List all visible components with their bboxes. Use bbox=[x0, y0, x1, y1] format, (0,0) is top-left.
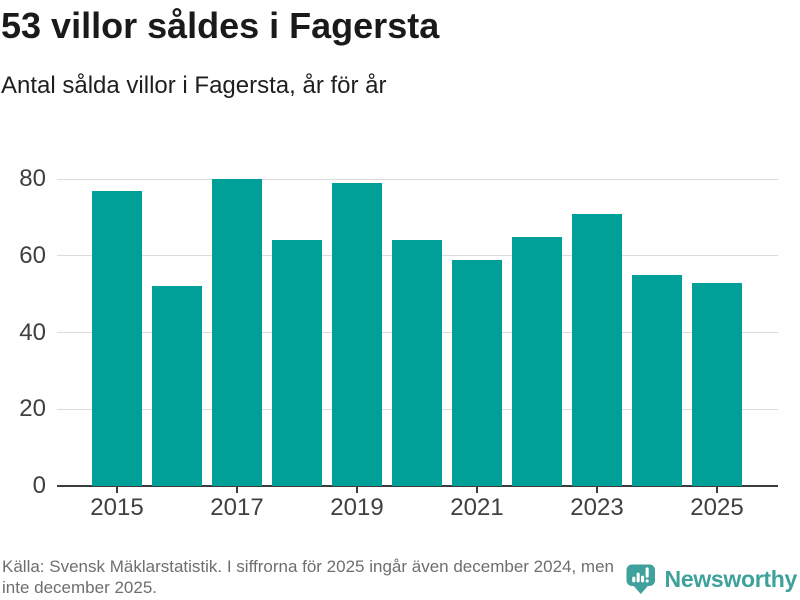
y-axis: 0 20 40 60 80 bbox=[0, 167, 46, 498]
y-tick-label-60: 60 bbox=[19, 241, 46, 269]
bar-2025 bbox=[692, 282, 742, 486]
x-tick-2025 bbox=[716, 487, 718, 493]
bar-2022 bbox=[512, 236, 562, 486]
bar-2023 bbox=[572, 213, 622, 486]
newsworthy-logo[interactable]: Newsworthy bbox=[626, 564, 797, 595]
y-tick-label-0: 0 bbox=[32, 472, 46, 499]
newsworthy-wordmark: Newsworthy bbox=[664, 566, 798, 592]
x-tick-2021 bbox=[476, 487, 478, 493]
bubble-shape bbox=[626, 564, 655, 594]
bar-2020 bbox=[392, 240, 442, 486]
bar-2018 bbox=[272, 240, 322, 486]
plot-area: 2015 2017 2019 2021 2023 2025 bbox=[57, 178, 778, 521]
x-tick-2019 bbox=[356, 487, 358, 493]
mini-bar-chart-glyph bbox=[631, 567, 649, 583]
bar-2016 bbox=[152, 286, 202, 486]
bar-2015 bbox=[92, 190, 142, 486]
y-tick-label-20: 20 bbox=[19, 395, 46, 423]
y-tick-label-80: 80 bbox=[19, 165, 46, 192]
gridline-80 bbox=[57, 178, 778, 180]
bar-2019 bbox=[332, 182, 382, 486]
chart-title: 53 villor såldes i Fagersta bbox=[1, 5, 440, 46]
bar-2017 bbox=[212, 179, 262, 486]
x-tick-2015 bbox=[116, 487, 118, 493]
x-tick-label-2015: 2015 bbox=[90, 494, 144, 521]
x-tick-label-2019: 2019 bbox=[330, 494, 384, 521]
x-tick-2017 bbox=[236, 487, 238, 493]
x-tick-2023 bbox=[596, 487, 598, 493]
chart-subtitle: Antal sålda villor i Fagersta, år för år bbox=[1, 72, 387, 99]
x-tick-label-2017: 2017 bbox=[210, 494, 264, 521]
x-tick-label-2023: 2023 bbox=[570, 494, 624, 521]
newsworthy-bubble-icon bbox=[626, 564, 655, 594]
bar-2021 bbox=[452, 259, 502, 486]
x-axis-line bbox=[57, 485, 778, 487]
y-tick-label-40: 40 bbox=[19, 318, 46, 346]
x-tick-label-2025: 2025 bbox=[690, 494, 744, 521]
bar-2024 bbox=[632, 274, 682, 486]
source-note: Källa: Svensk Mäklarstatistik. I siffror… bbox=[2, 557, 614, 597]
x-tick-label-2021: 2021 bbox=[450, 494, 504, 521]
